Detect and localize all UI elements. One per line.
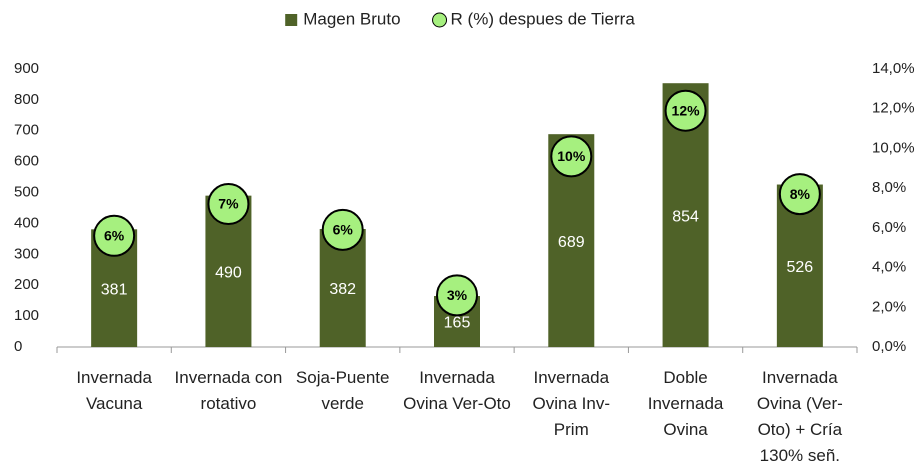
y2-tick-label: 0,0% <box>872 338 906 355</box>
data-label: 3% <box>447 287 468 303</box>
marker <box>207 183 250 226</box>
y-tick-label: 500 <box>14 184 39 201</box>
y-tick-label: 400 <box>14 214 39 231</box>
x-tick-label: Invernada Ovina Inv-Prim <box>532 368 611 439</box>
y2-tick-label: 4,0% <box>872 259 906 276</box>
legend-label: R (%) despues de Tierra <box>451 9 636 28</box>
marker <box>550 135 593 178</box>
y2-tick-label: 14,0% <box>872 60 915 77</box>
data-label: 689 <box>558 234 585 251</box>
data-label: 490 <box>215 265 242 282</box>
data-label: 854 <box>672 208 699 225</box>
data-label: 12% <box>672 102 701 118</box>
x-tick-label: Soja-Puente verde <box>295 368 390 413</box>
data-label: 10% <box>557 148 586 164</box>
legend-label: Magen Bruto <box>303 9 400 28</box>
y2-tick-label: 12,0% <box>872 100 915 117</box>
x-tick-label: Invernada Ovina (Ver-Oto) + Cría 130% se… <box>756 368 843 465</box>
data-label: 6% <box>104 228 125 244</box>
legend-swatch <box>285 14 298 26</box>
data-label: 382 <box>329 281 356 298</box>
marker <box>664 89 707 132</box>
y-tick-label: 300 <box>14 245 39 262</box>
y-tick-label: 0 <box>14 338 22 355</box>
data-label: 526 <box>787 259 814 276</box>
data-label: 8% <box>790 186 811 202</box>
data-label: 165 <box>444 315 471 332</box>
y2-tick-label: 10,0% <box>872 139 915 156</box>
x-tick-label: Invernada Vacuna <box>76 368 152 413</box>
x-tick-label: Invernada Ovina Ver-Oto <box>403 368 511 413</box>
y-tick-label: 900 <box>14 60 39 77</box>
data-label: 381 <box>101 281 128 298</box>
y-tick-label: 800 <box>14 91 39 108</box>
x-tick-label: Invernada con rotativo <box>174 368 283 413</box>
y-tick-label: 200 <box>14 276 39 293</box>
y-tick-label: 700 <box>14 122 39 139</box>
y2-tick-label: 6,0% <box>872 219 906 236</box>
x-tick-label: Doble Invernada Ovina <box>647 368 724 439</box>
marker <box>321 208 364 251</box>
data-label: 6% <box>333 222 354 238</box>
y2-tick-label: 2,0% <box>872 298 906 315</box>
data-label: 7% <box>218 196 239 212</box>
marker <box>436 274 478 317</box>
y-tick-label: 100 <box>14 307 39 324</box>
marker <box>778 173 821 216</box>
y2-tick-label: 8,0% <box>872 179 906 196</box>
legend-swatch <box>432 12 448 28</box>
y-tick-label: 600 <box>14 153 39 170</box>
marker <box>93 214 136 257</box>
